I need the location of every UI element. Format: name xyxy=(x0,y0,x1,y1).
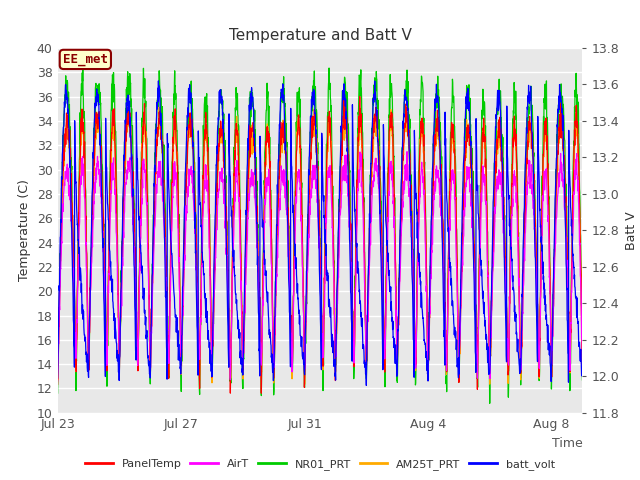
Text: EE_met: EE_met xyxy=(63,53,108,66)
Title: Temperature and Batt V: Temperature and Batt V xyxy=(228,28,412,43)
Text: Time: Time xyxy=(552,437,582,450)
Y-axis label: Temperature (C): Temperature (C) xyxy=(19,180,31,281)
Legend: PanelTemp, AirT, NR01_PRT, AM25T_PRT, batt_volt: PanelTemp, AirT, NR01_PRT, AM25T_PRT, ba… xyxy=(80,455,560,474)
Y-axis label: Batt V: Batt V xyxy=(625,211,637,250)
